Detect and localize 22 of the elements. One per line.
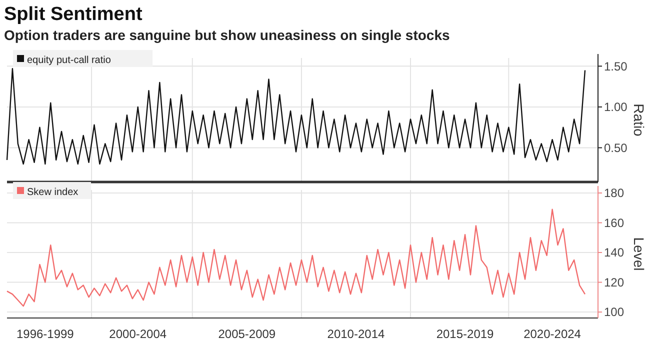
legend-label: Skew index — [27, 187, 78, 198]
y-tick-label: 100 — [604, 305, 624, 320]
y-tick-label: 180 — [604, 186, 624, 200]
y-axis-title: Level — [631, 237, 647, 271]
x-tick-label: 1996-1999 — [16, 327, 74, 341]
chart-subtitle: Option traders are sanguine but show uneasiness on single stocks — [4, 27, 450, 43]
legend-label: equity put-call ratio — [27, 55, 112, 66]
y-tick-label: 120 — [604, 275, 624, 290]
y-tick-label: 0.50 — [604, 140, 628, 155]
y-tick-label: 1.00 — [604, 100, 628, 114]
x-tick-label: 2020-2024 — [524, 327, 582, 341]
y-tick-label: 1.50 — [604, 59, 628, 74]
chart-title: Split Sentiment — [4, 4, 143, 25]
x-tick-label: 2010-2014 — [327, 327, 385, 341]
x-tick-label: 2000-2004 — [109, 327, 167, 341]
line-series — [6, 208, 586, 307]
x-tick-label: 2005-2009 — [218, 327, 276, 341]
x-tick-label: 2015-2019 — [436, 327, 494, 341]
y-axis-title: Ratio — [631, 104, 647, 137]
line-series — [6, 68, 586, 165]
y-tick-label: 140 — [604, 246, 624, 260]
y-tick-label: 160 — [604, 216, 624, 230]
